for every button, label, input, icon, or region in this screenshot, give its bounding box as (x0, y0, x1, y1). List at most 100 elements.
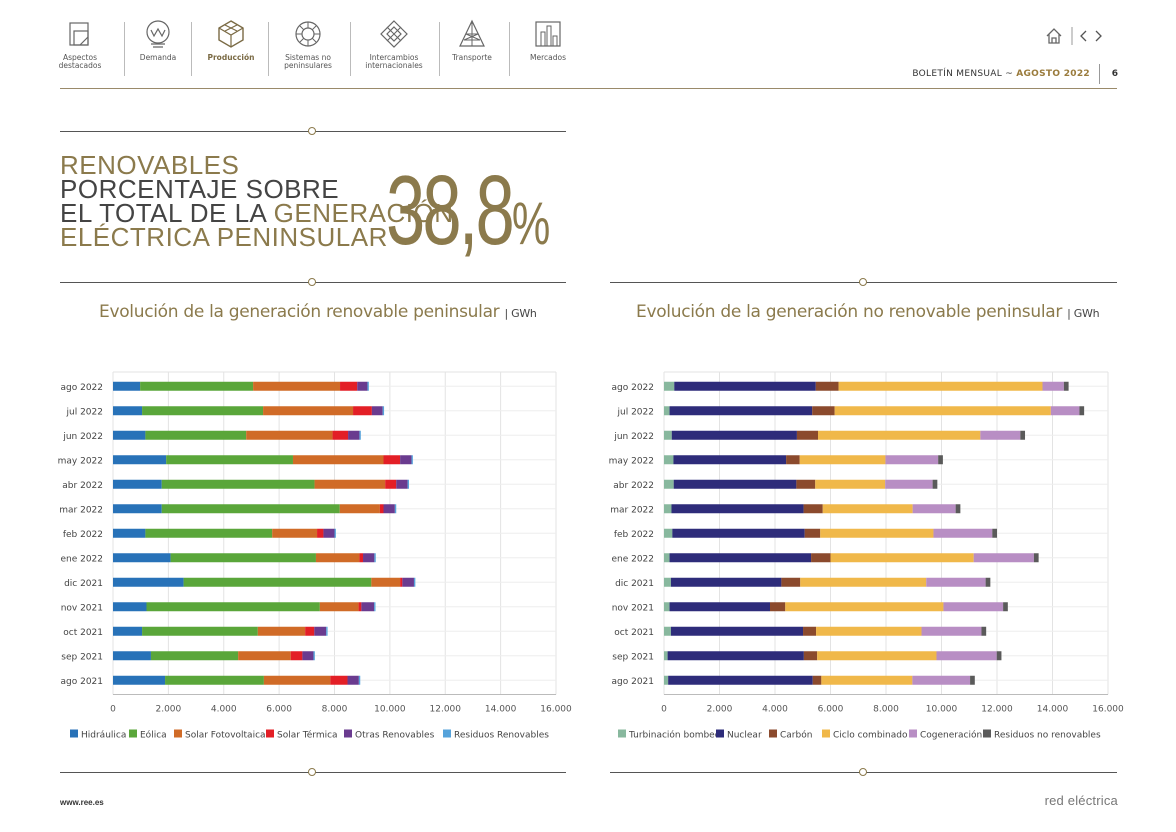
bar-segment (996, 651, 1002, 661)
legend-label: Residuos no renovables (994, 731, 1101, 741)
bar-segment (400, 455, 412, 465)
nav-divider (268, 22, 269, 76)
y-tick-label: dic 2021 (615, 579, 654, 589)
bar-segment (1050, 406, 1080, 416)
bar-segment (664, 651, 668, 661)
bar-segment (314, 626, 327, 636)
bar-segment (363, 553, 375, 563)
bar-segment (955, 504, 961, 514)
percentage-unit: % (511, 190, 550, 257)
bar-segment (319, 602, 359, 612)
y-tick-label: may 2022 (609, 456, 654, 466)
nav-item-non-peninsular[interactable]: Sistemas no peninsulares (276, 18, 340, 70)
bar-segment (803, 626, 817, 636)
bar-segment (113, 455, 167, 465)
bar-segment (396, 479, 408, 489)
x-tick-label: 10.000 (926, 705, 958, 715)
bar-segment (674, 381, 816, 391)
nonrenewable-chart-title: Evolución de la generación no renovable … (636, 302, 1100, 322)
bar-segment (817, 651, 937, 661)
nav-divider (350, 22, 351, 76)
bar-segment (664, 602, 670, 612)
bar-segment (332, 430, 349, 440)
legend-label: Ciclo combinado (833, 731, 908, 741)
y-tick-label: mar 2022 (59, 505, 103, 515)
legend-label: Turbinación bombeo (628, 730, 721, 741)
bar-segment (796, 430, 819, 440)
chart-title-text: Evolución de la generación no renovable … (636, 302, 1063, 322)
bar-segment (664, 504, 672, 514)
bar-segment (664, 455, 674, 465)
nav-divider (124, 22, 125, 76)
y-tick-label: ago 2021 (61, 677, 104, 687)
bar-segment (238, 651, 291, 661)
bar-segment (374, 553, 376, 563)
bar-segment (673, 455, 787, 465)
legend-swatch (983, 729, 991, 738)
y-tick-label: ago 2022 (612, 383, 655, 393)
home-icon[interactable] (1046, 28, 1062, 44)
bar-segment (932, 479, 938, 489)
headline-line-2: PORCENTAJE SOBRE (60, 174, 340, 204)
next-page-icon[interactable] (1095, 30, 1102, 42)
bar-segment (670, 577, 782, 587)
bar-segment (936, 651, 997, 661)
y-tick-label: sep 2021 (612, 652, 654, 662)
header-rule (60, 88, 1117, 89)
previous-page-icon[interactable] (1080, 30, 1087, 42)
legend-swatch (618, 729, 626, 738)
bar-segment (664, 406, 670, 416)
legend-label: Residuos Renovables (454, 731, 549, 741)
footer-url[interactable]: www.ree.es (60, 798, 104, 807)
bar-segment (140, 381, 254, 391)
bar-segment (921, 626, 982, 636)
bar-segment (263, 406, 354, 416)
nav-item-transport[interactable]: Transporte (446, 18, 498, 62)
bar-segment (812, 675, 822, 685)
bar-segment (302, 651, 314, 661)
bar-segment (822, 504, 913, 514)
markets-icon (535, 21, 561, 47)
y-tick-label: may 2022 (58, 456, 103, 466)
bar-segment (113, 553, 171, 563)
nav-item-exchanges[interactable]: Intercambios internacionales (358, 18, 430, 70)
bar-segment (664, 528, 673, 538)
y-tick-label: ene 2022 (60, 554, 103, 564)
nav-item-production[interactable]: Producción (202, 18, 260, 62)
bar-segment (142, 626, 258, 636)
nav-divider (191, 22, 192, 76)
bar-segment (385, 479, 397, 489)
chart-unit: | GWh (504, 307, 537, 320)
bar-segment (113, 479, 162, 489)
bar-segment (166, 455, 293, 465)
bar-segment (926, 577, 986, 587)
legend-swatch (716, 729, 724, 738)
y-tick-label: sep 2021 (61, 652, 103, 662)
y-tick-label: jun 2022 (613, 432, 654, 442)
nav-divider (439, 22, 440, 76)
transport-icon (459, 19, 485, 47)
bar-segment (146, 602, 320, 612)
nav-item-highlights[interactable]: Aspectos destacados (58, 18, 102, 70)
x-tick-label: 16.000 (540, 705, 572, 715)
bar-segment (664, 577, 671, 587)
legend-swatch (70, 729, 78, 738)
nav-item-markets[interactable]: Mercados (522, 18, 574, 62)
bar-segment (272, 528, 318, 538)
bar-segment (933, 528, 993, 538)
bar-segment (672, 528, 805, 538)
rule-marker (308, 278, 316, 286)
headline-line-4: ELÉCTRICA PENINSULAR (60, 222, 388, 252)
renewable-chart-title: Evolución de la generación renovable pen… (99, 302, 537, 322)
x-tick-label: 14.000 (485, 705, 517, 715)
top-navigation: Aspectos destacados Demanda Producción S… (0, 0, 1176, 90)
chart-title-text: Evolución de la generación renovable pen… (99, 302, 500, 322)
bar-segment (305, 626, 315, 636)
y-tick-label: nov 2021 (61, 603, 103, 613)
bar-segment (358, 602, 362, 612)
x-tick-label: 12.000 (981, 705, 1013, 715)
bar-segment (1042, 381, 1064, 391)
nav-item-demand[interactable]: Demanda (134, 18, 182, 62)
legend-label: Otras Renovables (355, 731, 435, 741)
x-tick-label: 14.000 (1037, 705, 1069, 715)
